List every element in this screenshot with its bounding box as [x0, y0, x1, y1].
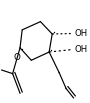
Text: O: O: [14, 53, 20, 62]
Text: OH: OH: [74, 45, 87, 54]
Text: OH: OH: [74, 29, 87, 38]
